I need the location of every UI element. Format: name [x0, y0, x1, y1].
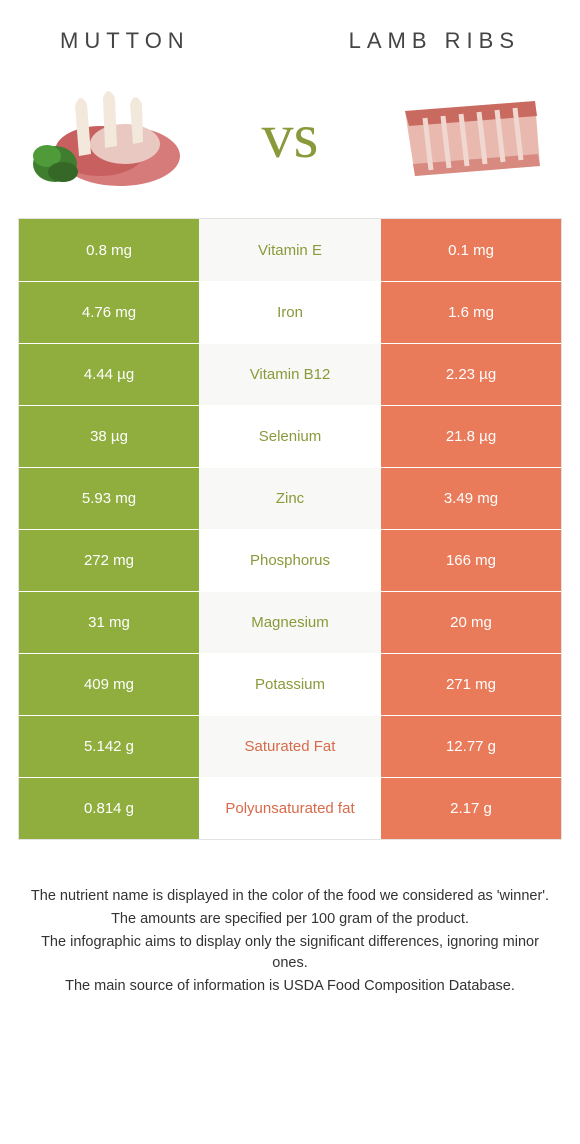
- value-right: 20 mg: [381, 592, 561, 653]
- table-row: 38 µgSelenium21.8 µg: [19, 405, 561, 467]
- value-right: 0.1 mg: [381, 219, 561, 281]
- table-row: 272 mgPhosphorus166 mg: [19, 529, 561, 591]
- value-left: 409 mg: [19, 654, 199, 715]
- nutrient-name: Selenium: [199, 406, 381, 467]
- nutrient-name: Vitamin E: [199, 219, 381, 281]
- value-left: 4.76 mg: [19, 282, 199, 343]
- hero-row: vs: [0, 64, 580, 218]
- nutrient-table: 0.8 mgVitamin E0.1 mg4.76 mgIron1.6 mg4.…: [18, 218, 562, 840]
- nutrient-name: Potassium: [199, 654, 381, 715]
- value-right: 1.6 mg: [381, 282, 561, 343]
- header: MUTTON LAMB RIBS: [0, 0, 580, 64]
- value-left: 38 µg: [19, 406, 199, 467]
- vs-label: vs: [262, 99, 319, 173]
- table-row: 5.93 mgZinc3.49 mg: [19, 467, 561, 529]
- table-row: 4.44 µgVitamin B122.23 µg: [19, 343, 561, 405]
- footnote-line: The main source of information is USDA F…: [30, 976, 550, 997]
- table-row: 4.76 mgIron1.6 mg: [19, 281, 561, 343]
- title-right: LAMB RIBS: [349, 28, 520, 54]
- nutrient-name: Iron: [199, 282, 381, 343]
- nutrient-name: Polyunsaturated fat: [199, 778, 381, 839]
- lamb-ribs-image: [385, 76, 555, 196]
- footnote-line: The amounts are specified per 100 gram o…: [30, 909, 550, 930]
- table-row: 31 mgMagnesium20 mg: [19, 591, 561, 653]
- value-left: 0.814 g: [19, 778, 199, 839]
- value-left: 0.8 mg: [19, 219, 199, 281]
- value-left: 4.44 µg: [19, 344, 199, 405]
- footnote-line: The infographic aims to display only the…: [30, 932, 550, 974]
- nutrient-name: Saturated Fat: [199, 716, 381, 777]
- value-right: 21.8 µg: [381, 406, 561, 467]
- value-left: 31 mg: [19, 592, 199, 653]
- value-left: 5.93 mg: [19, 468, 199, 529]
- footnotes: The nutrient name is displayed in the co…: [0, 840, 580, 1019]
- value-right: 271 mg: [381, 654, 561, 715]
- value-left: 5.142 g: [19, 716, 199, 777]
- value-right: 2.23 µg: [381, 344, 561, 405]
- title-left: MUTTON: [60, 28, 190, 54]
- value-right: 166 mg: [381, 530, 561, 591]
- value-left: 272 mg: [19, 530, 199, 591]
- nutrient-name: Magnesium: [199, 592, 381, 653]
- value-right: 2.17 g: [381, 778, 561, 839]
- table-row: 0.814 gPolyunsaturated fat2.17 g: [19, 777, 561, 839]
- footnote-line: The nutrient name is displayed in the co…: [30, 886, 550, 907]
- nutrient-name: Phosphorus: [199, 530, 381, 591]
- value-right: 12.77 g: [381, 716, 561, 777]
- nutrient-name: Zinc: [199, 468, 381, 529]
- table-row: 409 mgPotassium271 mg: [19, 653, 561, 715]
- value-right: 3.49 mg: [381, 468, 561, 529]
- table-row: 5.142 gSaturated Fat12.77 g: [19, 715, 561, 777]
- nutrient-name: Vitamin B12: [199, 344, 381, 405]
- table-row: 0.8 mgVitamin E0.1 mg: [19, 219, 561, 281]
- mutton-image: [25, 76, 195, 196]
